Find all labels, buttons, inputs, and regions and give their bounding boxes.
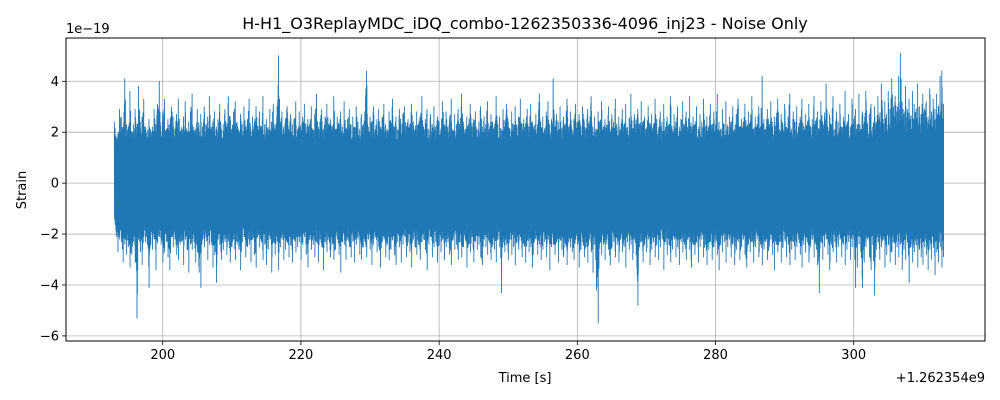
ticks: 200 220 240 260 280 300 −6 −4 −2 0 2 4	[40, 75, 866, 363]
x-tick-label: 280	[703, 348, 728, 363]
y-tick-label: −2	[40, 228, 59, 243]
x-tick-label: 220	[289, 348, 314, 363]
chart-title: H-H1_O3ReplayMDC_iDQ_combo-1262350336-40…	[242, 14, 808, 34]
y-axis-label: Strain	[15, 171, 30, 210]
y-scale-label: 1e−19	[66, 22, 110, 37]
y-tick-label: −6	[40, 329, 59, 344]
strain-series-line	[113, 52, 944, 324]
x-tick-label: 240	[427, 348, 452, 363]
y-tick-label: 2	[51, 126, 59, 141]
x-offset-label: +1.262354e9	[896, 371, 985, 386]
x-tick-label: 200	[150, 348, 175, 363]
y-tick-label: 4	[51, 75, 59, 90]
y-tick-label: −4	[40, 278, 59, 293]
y-tick-label: 0	[51, 177, 59, 192]
x-tick-label: 260	[565, 348, 590, 363]
axes-frame	[65, 37, 986, 342]
data-layer	[113, 52, 944, 324]
x-tick-label: 300	[841, 348, 866, 363]
x-axis-label: Time [s]	[498, 371, 552, 386]
